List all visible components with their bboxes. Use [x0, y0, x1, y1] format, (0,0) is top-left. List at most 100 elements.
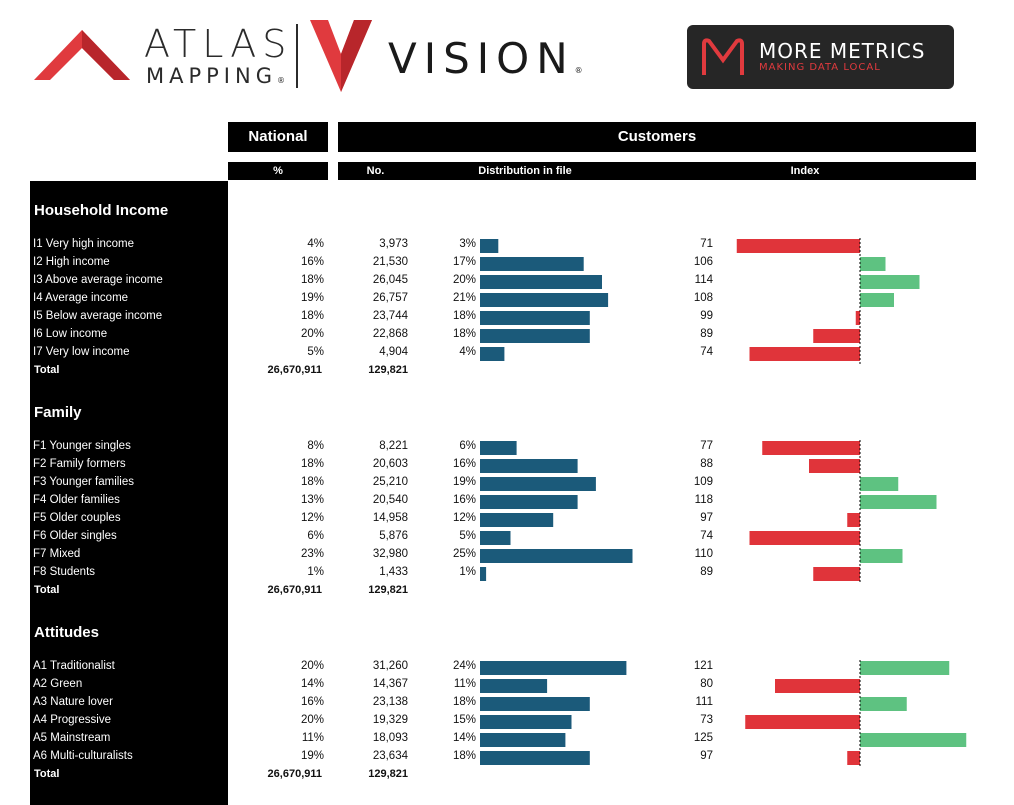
national-pct-cell: 8%: [307, 440, 324, 452]
customer-count-cell: 19,329: [372, 714, 408, 726]
number-column-header: [338, 162, 976, 180]
distribution-pct-label: 18%: [452, 750, 476, 762]
row-label: I1 Very high income: [33, 238, 135, 250]
row-label: F5 Older couples: [33, 512, 121, 524]
national-pct-cell: 4%: [307, 238, 324, 250]
row-label: I5 Below average income: [33, 310, 163, 322]
distribution-bar: [480, 567, 487, 581]
index-bar-below: [847, 751, 860, 765]
atlas-mapping-logo: ATLAS MAPPING®: [34, 22, 294, 92]
distribution-column-label: Distribution in file: [478, 165, 572, 177]
customer-count-cell: 1,433: [379, 566, 408, 578]
distribution-bar: [480, 329, 590, 343]
index-value-label: 71: [700, 238, 713, 250]
national-pct-cell: 20%: [300, 328, 324, 340]
national-total-cell: 26,670,911: [267, 768, 322, 780]
distribution-pct-label: 6%: [459, 440, 476, 452]
distribution-bar: [480, 733, 566, 747]
national-pct-cell: 11%: [301, 732, 324, 744]
row-label: F1 Younger singles: [33, 440, 131, 452]
national-pct-cell: 12%: [300, 512, 324, 524]
index-value-label: 108: [693, 292, 713, 304]
row-label: F6 Older singles: [33, 530, 117, 542]
index-bar-above: [860, 733, 967, 747]
index-value-label: 89: [700, 328, 713, 340]
distribution-bar: [480, 495, 578, 509]
row-label: A2 Green: [33, 678, 83, 690]
national-pct-cell: 23%: [300, 548, 324, 560]
customer-count-cell: 21,530: [372, 256, 408, 268]
logo-divider: [296, 24, 298, 88]
row-label: F7 Mixed: [33, 548, 81, 560]
distribution-bar: [480, 477, 596, 491]
customer-count-cell: 5,876: [379, 530, 408, 542]
customer-count-cell: 32,980: [372, 548, 408, 560]
distribution-pct-label: 20%: [452, 274, 476, 286]
index-bar-below: [775, 679, 860, 693]
vision-v-icon: [310, 20, 372, 92]
index-bar-above: [860, 661, 950, 675]
distribution-bar: [480, 347, 505, 361]
distribution-bar: [480, 257, 584, 271]
index-value-label: 111: [695, 696, 713, 708]
more-metrics-subtitle: MAKING DATA LOCAL: [759, 62, 881, 73]
distribution-pct-label: 16%: [452, 458, 476, 470]
index-value-label: 88: [700, 458, 713, 470]
index-value-label: 89: [700, 566, 713, 578]
vision-word: VISION®: [388, 34, 590, 83]
row-label: A4 Progressive: [33, 714, 111, 726]
distribution-pct-label: 1%: [459, 566, 476, 578]
national-total-cell: 26,670,911: [267, 584, 322, 596]
more-metrics-m-icon: [702, 38, 744, 75]
index-value-label: 99: [700, 310, 713, 322]
distribution-bar: [480, 549, 633, 563]
row-label: F8 Students: [33, 566, 96, 578]
national-pct-cell: 6%: [307, 530, 324, 542]
index-value-label: 114: [694, 274, 713, 286]
index-value-label: 97: [700, 512, 713, 524]
row-label: I7 Very low income: [33, 346, 130, 358]
section-title: Family: [34, 404, 82, 421]
distribution-pct-label: 18%: [452, 696, 476, 708]
index-value-label: 106: [693, 256, 713, 268]
distribution-pct-label: 24%: [452, 660, 476, 672]
index-bar-above: [860, 495, 937, 509]
row-label: I4 Average income: [33, 292, 129, 304]
section-title: Attitudes: [34, 624, 99, 641]
total-label: Total: [34, 584, 60, 596]
customer-count-cell: 23,634: [372, 750, 408, 762]
index-bar-below: [813, 567, 860, 581]
index-bar-below: [745, 715, 860, 729]
distribution-bar: [480, 751, 590, 765]
national-pct-cell: 20%: [300, 714, 324, 726]
distribution-bar: [480, 697, 590, 711]
customer-count-cell: 18,093: [372, 732, 408, 744]
customer-count-cell: 3,973: [379, 238, 408, 250]
total-label: Total: [34, 364, 60, 376]
distribution-bar: [480, 459, 578, 473]
index-bar-below: [749, 347, 860, 361]
distribution-pct-label: 25%: [452, 548, 476, 560]
index-bar-above: [860, 697, 907, 711]
distribution-pct-label: 18%: [452, 310, 476, 322]
distribution-pct-label: 14%: [452, 732, 476, 744]
distribution-bar: [480, 441, 517, 455]
index-bar-above: [860, 257, 886, 271]
distribution-bar: [480, 661, 627, 675]
distribution-pct-label: 3%: [459, 238, 476, 250]
national-pct-cell: 1%: [307, 566, 324, 578]
section-title: Household Income: [34, 202, 169, 219]
index-value-label: 73: [700, 714, 713, 726]
national-pct-cell: 14%: [300, 678, 324, 690]
row-label: I6 Low income: [33, 328, 108, 340]
index-value-label: 74: [700, 346, 713, 358]
index-value-label: 74: [700, 530, 713, 542]
index-value-label: 80: [700, 678, 713, 690]
distribution-bar: [480, 293, 609, 307]
row-label: A3 Nature lover: [33, 696, 113, 708]
national-pct-cell: 18%: [300, 458, 324, 470]
row-label: A6 Multi-culturalists: [33, 750, 133, 762]
national-pct-cell: 16%: [300, 696, 324, 708]
index-value-label: 110: [694, 548, 713, 560]
mapping-word: MAPPING®: [146, 64, 290, 88]
